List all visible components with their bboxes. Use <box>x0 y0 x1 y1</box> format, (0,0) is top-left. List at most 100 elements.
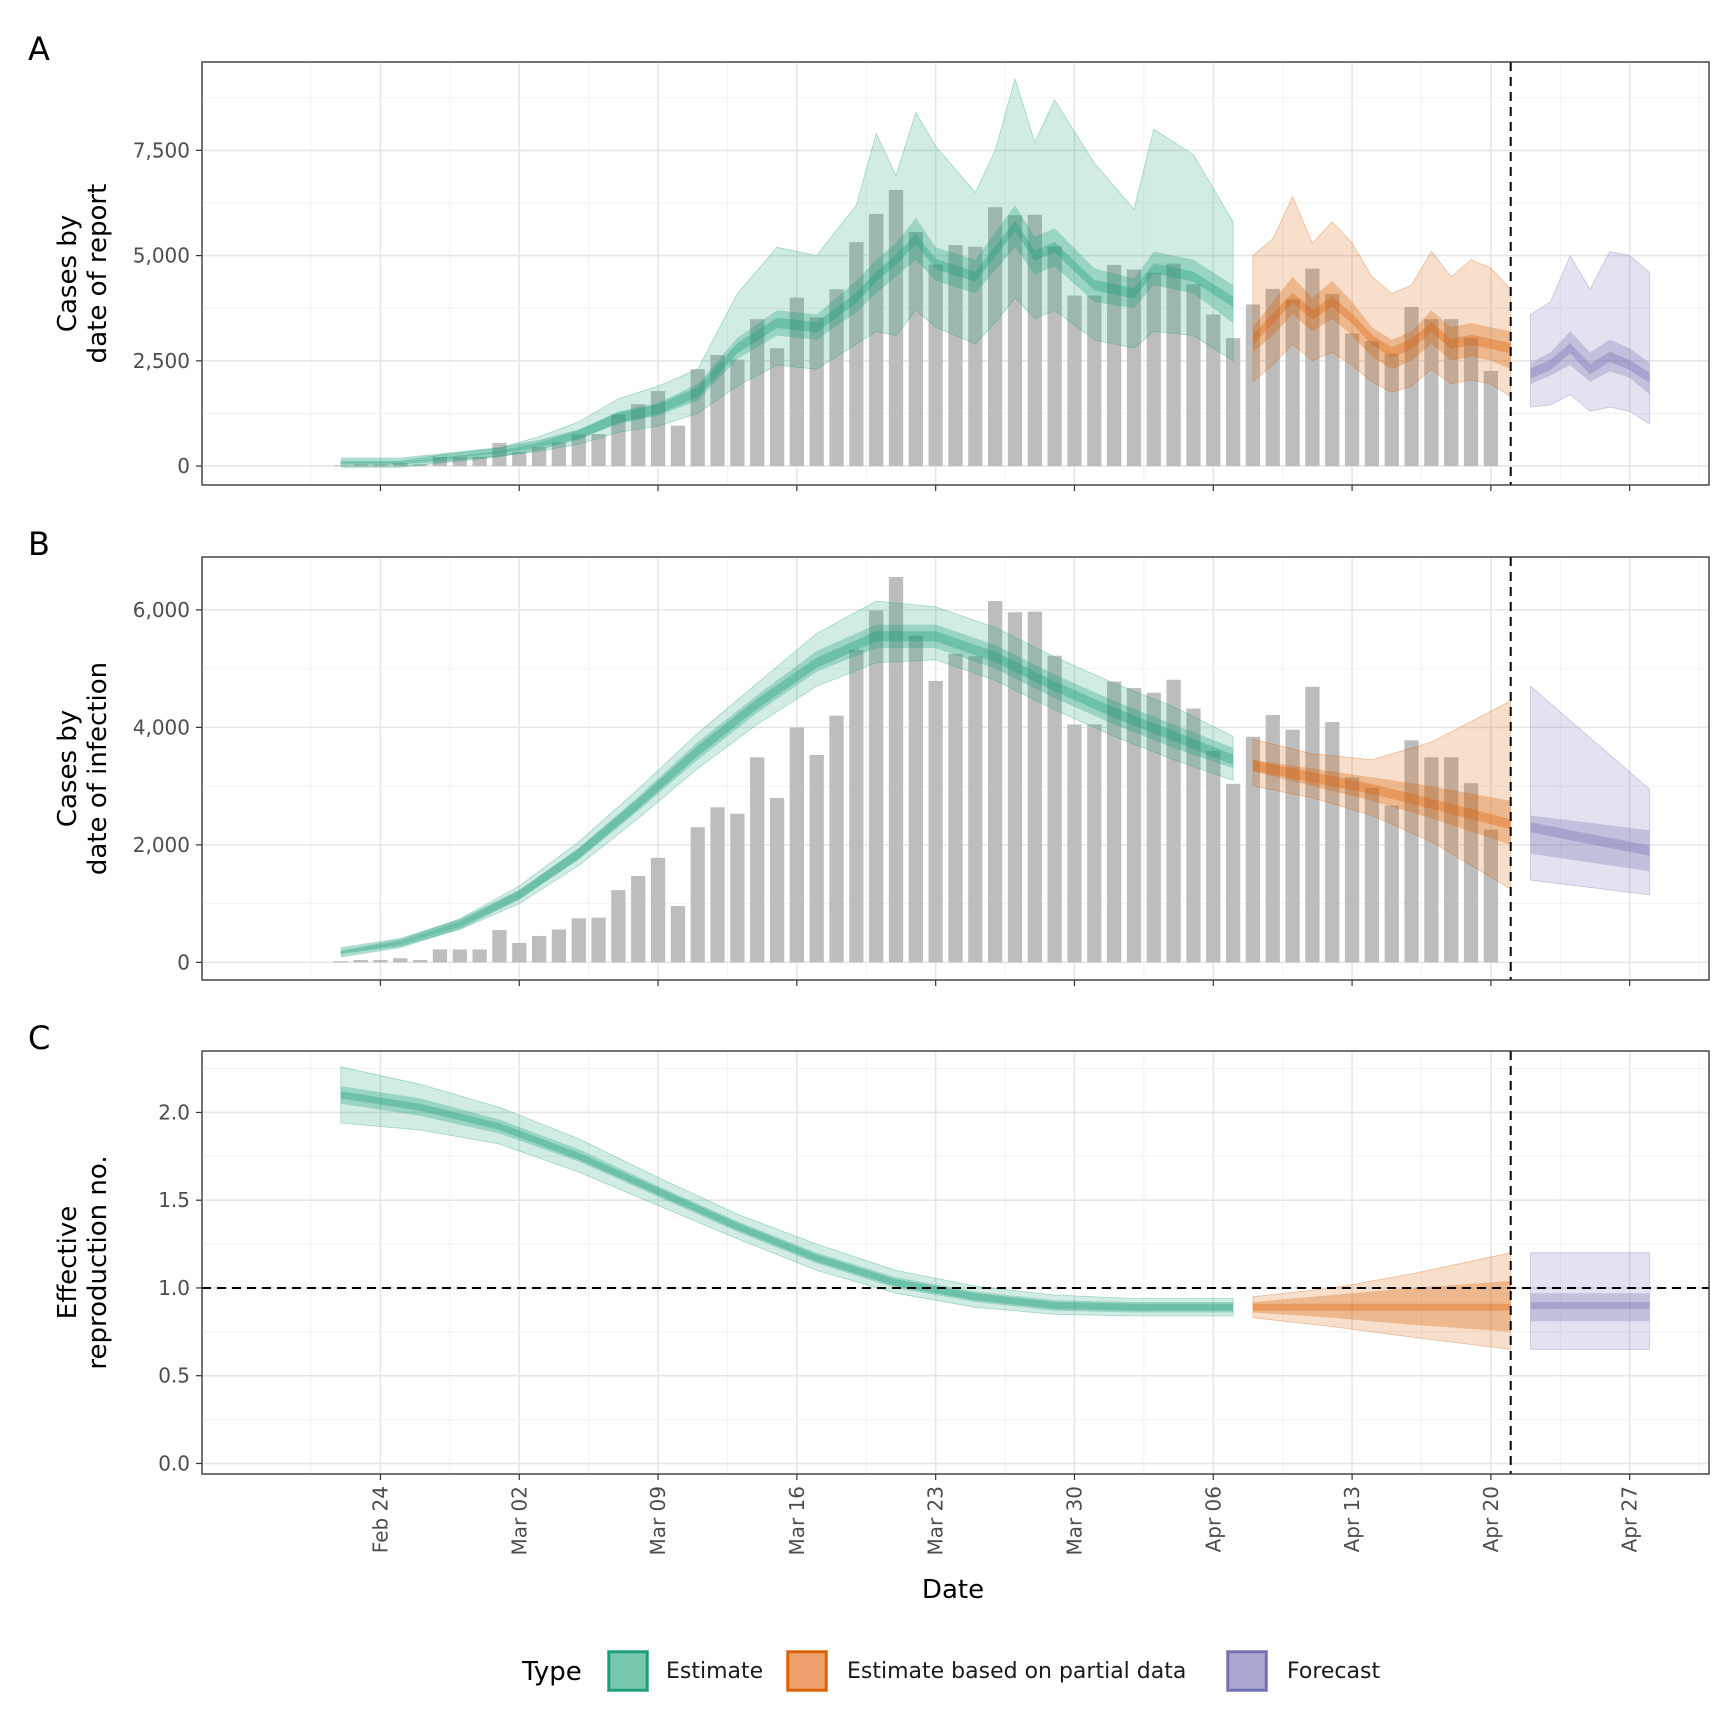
observed-bar <box>1106 264 1122 467</box>
legend-key-partial <box>786 1650 828 1692</box>
observed-bar <box>1384 353 1399 467</box>
y-tick-label: 2,000 <box>133 833 190 857</box>
observed-bar <box>670 425 686 467</box>
legend-key-forecast <box>1226 1650 1268 1692</box>
observed-bar <box>1424 757 1439 963</box>
observed-bar <box>1364 341 1380 467</box>
x-tick-label: Mar 23 <box>924 1486 948 1556</box>
y-tick-label: 5,000 <box>133 244 190 268</box>
y-tick-label: 4,000 <box>133 715 190 739</box>
ribbon-median <box>1530 343 1650 383</box>
observed-bar <box>1245 736 1261 963</box>
y-tick-label: 0.0 <box>158 1451 190 1475</box>
y-tick-label: 0 <box>177 454 190 478</box>
observed-bar <box>353 464 368 467</box>
observed-bar <box>1424 319 1439 467</box>
ribbon-outer <box>1530 1252 1650 1350</box>
observed-bar <box>1444 757 1459 963</box>
y-tick-label: 6,000 <box>133 598 190 622</box>
observed-bar <box>928 680 943 963</box>
y-axis-title-line: Cases by <box>53 710 83 827</box>
legend-title: Type <box>521 1657 582 1687</box>
observed-bar <box>690 827 705 963</box>
observed-bar <box>393 463 408 467</box>
observed-bar <box>1305 686 1320 963</box>
panel-b: 0 2,000 4,000 6,000 Cases bydate of infectio… <box>28 525 1710 981</box>
observed-bar <box>670 905 686 963</box>
observed-bar <box>1344 333 1360 467</box>
ribbon-inner <box>1530 815 1650 872</box>
observed-bar <box>1186 284 1201 467</box>
legend-label-estimate: Estimate <box>666 1659 763 1684</box>
observed-bar <box>1245 304 1261 467</box>
observed-bar <box>631 876 646 963</box>
series-estimate <box>340 1066 1234 1317</box>
observed-bar <box>591 917 606 963</box>
observed-bar <box>1146 692 1161 963</box>
observed-bar <box>1344 777 1360 963</box>
ribbon-median <box>1530 1302 1650 1309</box>
observed-bar <box>690 369 705 467</box>
observed-bar <box>611 890 626 963</box>
observed-bar <box>333 465 348 467</box>
ribbon-inner <box>1252 276 1511 370</box>
observed-bars <box>333 576 1499 963</box>
ribbon-median <box>1530 822 1650 856</box>
observed-bar <box>809 317 824 467</box>
observed-bar <box>492 930 507 963</box>
legend-key-partial-border <box>786 1650 828 1692</box>
observed-bar <box>1463 783 1479 963</box>
x-tick-label: Apr 06 <box>1201 1486 1225 1552</box>
observed-bar <box>611 414 626 467</box>
ribbon-outer <box>340 600 1234 955</box>
panel-border <box>201 556 1710 981</box>
observed-bar <box>1047 246 1062 467</box>
observed-bar <box>353 960 368 963</box>
x-tick-label: Mar 30 <box>1062 1486 1086 1556</box>
y-axis-title-line: date of infection <box>83 662 113 875</box>
observed-bar <box>1166 679 1181 963</box>
y-axis-title-line: date of report <box>83 184 113 364</box>
x-tick-label: Mar 09 <box>646 1486 670 1556</box>
observed-bar <box>1483 370 1499 467</box>
observed-bar <box>1483 829 1499 963</box>
observed-bar <box>1126 688 1142 963</box>
observed-bar <box>412 464 428 467</box>
observed-bar <box>710 354 725 467</box>
ribbon-outer <box>340 77 1234 465</box>
series-forecast <box>1530 250 1650 425</box>
ribbon-inner <box>1530 331 1650 395</box>
observed-bar <box>1463 337 1479 467</box>
observed-bar <box>1166 263 1181 467</box>
observed-bar <box>1404 740 1419 963</box>
observed-bar <box>650 857 666 963</box>
ribbon-inner <box>1252 759 1511 845</box>
observed-bar <box>1126 269 1142 467</box>
observed-bars <box>333 189 1499 467</box>
y-tick-label: 0.5 <box>158 1364 190 1388</box>
y-axis-title-line: Effective <box>53 1206 83 1319</box>
observed-bar <box>988 207 1003 467</box>
observed-bar <box>908 635 923 963</box>
y-tick-label: 2.0 <box>158 1100 190 1124</box>
panel-tag: A <box>28 30 50 68</box>
observed-bar <box>512 452 527 467</box>
observed-bar <box>1305 268 1320 467</box>
series-estimate <box>340 77 1234 468</box>
observed-bar <box>1265 288 1280 467</box>
observed-bar <box>1047 655 1062 963</box>
observed-bar <box>988 601 1003 963</box>
y-axis-title-line: Cases by <box>53 215 83 332</box>
observed-bar <box>869 610 884 963</box>
observed-bar <box>571 434 586 467</box>
observed-bar <box>908 232 923 467</box>
observed-bar <box>710 807 725 963</box>
observed-bar <box>789 297 805 467</box>
observed-bar <box>1325 293 1340 467</box>
x-tick-label: Apr 20 <box>1479 1486 1503 1552</box>
observed-bar <box>1206 314 1221 467</box>
observed-bar <box>492 442 507 467</box>
observed-bar <box>1384 805 1399 963</box>
y-axis-title-line: reproduction no. <box>83 1155 113 1369</box>
